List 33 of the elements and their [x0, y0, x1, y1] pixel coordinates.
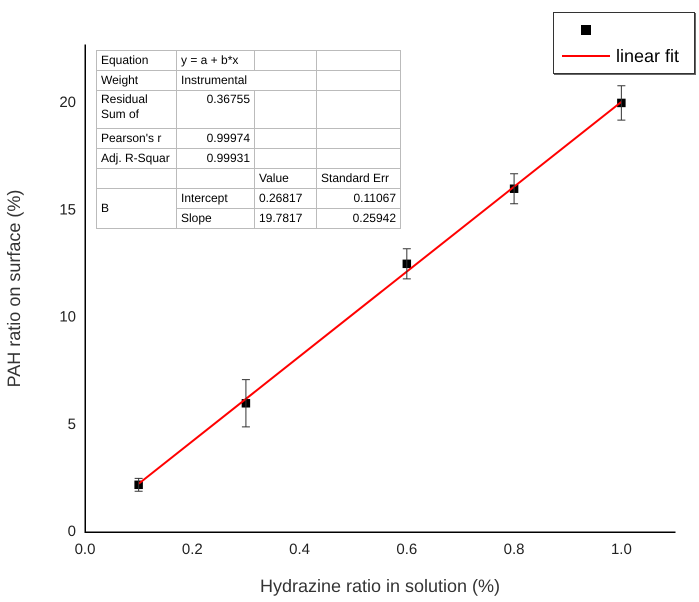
annotation: Instrumental — [176, 70, 316, 90]
y-tick-label: 5 — [68, 416, 76, 433]
y-tick-label: 15 — [59, 201, 76, 218]
annotation: Equation — [96, 50, 176, 70]
annotation: Slope — [176, 208, 254, 228]
annotation: B — [96, 188, 176, 228]
x-tick-label: 0.8 — [504, 541, 525, 558]
legend-label: linear fit — [616, 46, 680, 66]
annotation: 0.36755 — [176, 90, 254, 128]
y-tick-label: 10 — [59, 308, 76, 326]
x-tick-label: 0.2 — [182, 541, 203, 558]
y-tick-label: 20 — [59, 94, 76, 112]
x-tick-label: 1.0 — [610, 541, 632, 558]
annotation: Value — [254, 168, 316, 188]
annotation: Residual Sum of — [96, 90, 176, 128]
annotation: Intercept — [176, 188, 254, 208]
annotation: Standard Err — [316, 168, 400, 188]
annotation: 19.7817 — [254, 208, 316, 228]
x-axis-title: Hydrazine ratio in solution (%) — [260, 576, 500, 596]
y-tick-label: 0 — [68, 523, 76, 540]
annotation: Adj. R-Squar — [96, 148, 176, 168]
annotation: 0.26817 — [254, 188, 316, 208]
annotation: 0.25942 — [316, 208, 400, 228]
annotation: 0.99974 — [176, 128, 254, 148]
annotation: y = a + b*x — [176, 50, 254, 70]
annotation: Weight — [96, 70, 176, 90]
annotation: Pearson's r — [96, 128, 176, 148]
x-tick-label: 0.4 — [289, 541, 310, 558]
annotation: 0.99931 — [176, 148, 254, 168]
annotation: 0.11067 — [316, 188, 400, 208]
x-tick-label: 0.0 — [74, 541, 96, 558]
x-tick-label: 0.6 — [396, 541, 418, 558]
y-axis-title: PAH ratio on surface (%) — [4, 190, 24, 388]
